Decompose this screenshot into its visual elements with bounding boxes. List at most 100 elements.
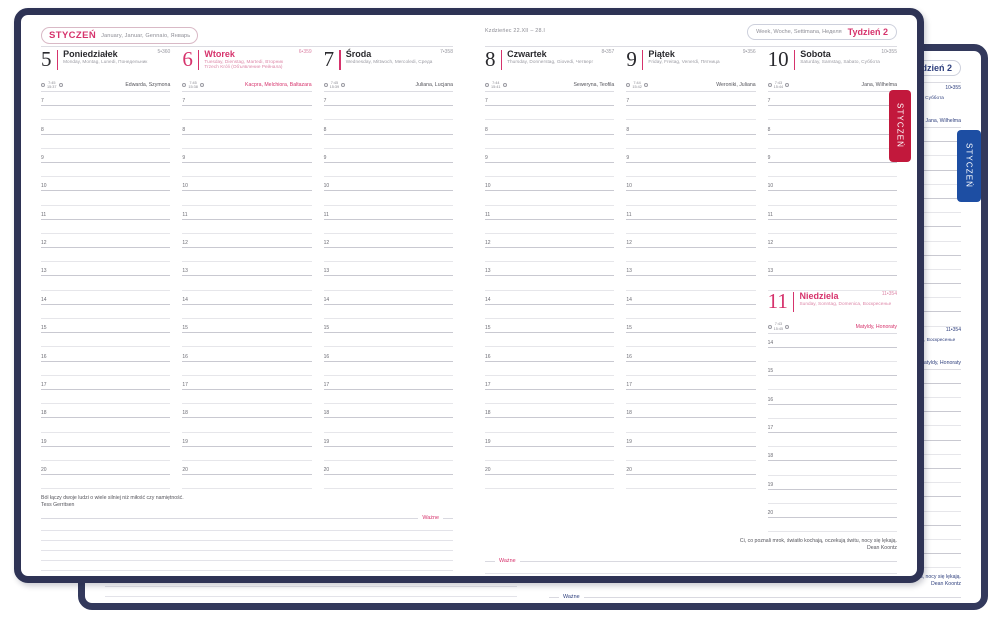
- half-hour-slot[interactable]: [41, 106, 171, 121]
- hour-slot[interactable]: 15: [485, 319, 615, 334]
- hour-slot[interactable]: 17: [626, 376, 756, 390]
- half-hour-slot[interactable]: [626, 418, 756, 433]
- half-hour-slot[interactable]: [767, 220, 897, 234]
- hour-slot[interactable]: 20: [182, 461, 312, 476]
- hour-grid[interactable]: 7 8 9 10 11 12 13 14 15 16 17 18 19 20: [182, 92, 312, 490]
- note-line[interactable]: [41, 541, 453, 552]
- half-hour-slot[interactable]: [182, 220, 312, 234]
- week-pill[interactable]: Week, Woche, Settimana, Неделя Tydzień 2: [747, 24, 897, 40]
- half-hour-slot[interactable]: [626, 220, 756, 234]
- note-line[interactable]: [485, 564, 897, 575]
- half-hour-slot[interactable]: [323, 191, 453, 206]
- hour-slot[interactable]: 16: [182, 347, 312, 362]
- hour-slot[interactable]: 8: [767, 120, 897, 135]
- half-hour-slot[interactable]: [485, 106, 615, 121]
- half-hour-slot[interactable]: [41, 135, 171, 149]
- hour-slot[interactable]: 12: [767, 234, 897, 249]
- half-hour-slot[interactable]: [323, 163, 453, 178]
- half-hour-slot[interactable]: [323, 333, 453, 348]
- hour-slot[interactable]: 19: [485, 433, 615, 447]
- hour-slot[interactable]: 18: [767, 447, 897, 462]
- hour-slot[interactable]: 8: [323, 120, 453, 135]
- half-hour-slot[interactable]: [182, 248, 312, 263]
- hour-slot[interactable]: 12: [182, 234, 312, 249]
- half-hour-slot[interactable]: [41, 305, 171, 319]
- half-hour-slot[interactable]: [626, 248, 756, 263]
- hour-slot[interactable]: 19: [767, 476, 897, 490]
- half-hour-slot[interactable]: [626, 191, 756, 206]
- half-hour-slot[interactable]: [767, 163, 897, 178]
- hour-slot[interactable]: 10: [41, 177, 171, 192]
- hour-slot[interactable]: 14: [323, 291, 453, 305]
- hour-slot[interactable]: 15: [323, 319, 453, 334]
- hour-slot[interactable]: 12: [485, 234, 615, 249]
- right-note-lines[interactable]: [485, 564, 897, 576]
- half-hour-slot[interactable]: [182, 390, 312, 405]
- hour-grid[interactable]: 14 15 16 17 18 19 20: [767, 334, 897, 533]
- half-hour-slot[interactable]: [626, 333, 756, 348]
- half-hour-slot[interactable]: [41, 362, 171, 376]
- hour-slot[interactable]: 15: [626, 319, 756, 334]
- half-hour-slot[interactable]: [182, 163, 312, 178]
- hour-slot[interactable]: 14: [626, 291, 756, 305]
- half-hour-slot[interactable]: [182, 333, 312, 348]
- half-hour-slot[interactable]: [485, 475, 615, 490]
- half-hour-slot[interactable]: [626, 135, 756, 149]
- hour-grid[interactable]: 7 8 9 10 11 12 13: [767, 92, 897, 291]
- hour-slot[interactable]: 16: [41, 347, 171, 362]
- hour-slot[interactable]: 7: [182, 92, 312, 107]
- half-hour-slot[interactable]: [767, 433, 897, 448]
- half-hour-slot[interactable]: [323, 305, 453, 319]
- half-hour-slot[interactable]: [485, 191, 615, 206]
- hour-slot[interactable]: 10: [182, 177, 312, 192]
- hour-slot[interactable]: 17: [323, 376, 453, 390]
- mini-month[interactable]: MAJ 18192021Pn41118Wt51219Śr61320Cz71421P…: [215, 579, 252, 583]
- hour-slot[interactable]: 11: [485, 206, 615, 220]
- planner-page-front[interactable]: STYCZEŃ January, Januar, Gennaio, Январь…: [14, 8, 924, 583]
- hour-slot[interactable]: 20: [323, 461, 453, 476]
- hour-slot[interactable]: 15: [767, 362, 897, 377]
- half-hour-slot[interactable]: [485, 220, 615, 234]
- hour-slot[interactable]: 11: [626, 206, 756, 220]
- half-hour-slot[interactable]: [41, 163, 171, 178]
- half-hour-slot[interactable]: [41, 333, 171, 348]
- half-hour-slot[interactable]: [626, 447, 756, 461]
- half-hour-slot[interactable]: [626, 305, 756, 319]
- half-hour-slot[interactable]: [41, 390, 171, 405]
- hour-slot[interactable]: 14: [485, 291, 615, 305]
- hour-slot[interactable]: 17: [182, 376, 312, 390]
- hour-slot[interactable]: 8: [41, 120, 171, 135]
- half-hour-slot[interactable]: [182, 276, 312, 291]
- half-hour-slot[interactable]: [41, 276, 171, 291]
- half-hour-slot[interactable]: [323, 248, 453, 263]
- half-hour-slot[interactable]: [182, 106, 312, 121]
- half-hour-slot[interactable]: [767, 106, 897, 121]
- half-hour-slot[interactable]: [767, 135, 897, 149]
- hour-slot[interactable]: 7: [626, 92, 756, 107]
- hour-slot[interactable]: 14: [767, 334, 897, 348]
- month-tab-red[interactable]: STYCZEŃ: [889, 90, 911, 162]
- hour-slot[interactable]: 7: [323, 92, 453, 107]
- hour-slot[interactable]: 9: [41, 149, 171, 163]
- hour-slot[interactable]: 20: [767, 504, 897, 519]
- half-hour-slot[interactable]: [323, 362, 453, 376]
- hour-grid[interactable]: 7 8 9 10 11 12 13 14 15 16 17 18 19 20: [485, 92, 615, 490]
- mini-month[interactable]: MARZEC 10111213Pn291623Wt3101724Śr4111825…: [130, 579, 167, 583]
- month-tab-blue[interactable]: STYCZEŃ: [957, 130, 981, 202]
- hour-slot[interactable]: 13: [626, 262, 756, 277]
- mini-month[interactable]: LUTY 6789Pn291623Wt3101724Śr4111825Cz5121…: [88, 579, 125, 583]
- hour-slot[interactable]: 18: [323, 404, 453, 419]
- hour-slot[interactable]: 19: [626, 433, 756, 447]
- half-hour-slot[interactable]: [767, 348, 897, 362]
- mini-month[interactable]: STYCZEŃ 12345Pn5121926Wt6132027Śr7142128C…: [41, 579, 83, 583]
- hour-slot[interactable]: 8: [626, 120, 756, 135]
- half-hour-slot[interactable]: [485, 163, 615, 178]
- hour-slot[interactable]: 9: [182, 149, 312, 163]
- hour-slot[interactable]: 7: [41, 92, 171, 107]
- hour-grid[interactable]: 7 8 9 10 11 12 13 14 15 16 17 18 19 20: [323, 92, 453, 490]
- hour-slot[interactable]: 16: [626, 347, 756, 362]
- note-line[interactable]: [41, 531, 453, 542]
- half-hour-slot[interactable]: [767, 490, 897, 504]
- hour-slot[interactable]: 16: [485, 347, 615, 362]
- hour-slot[interactable]: 20: [41, 461, 171, 476]
